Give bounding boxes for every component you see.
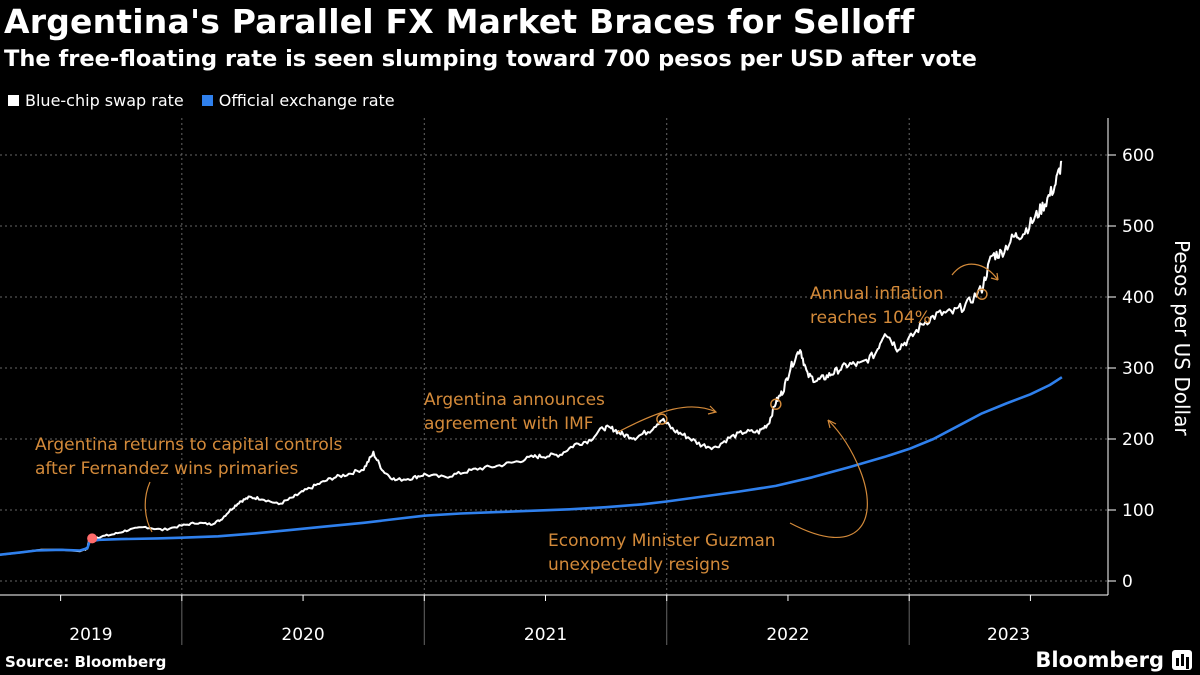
annotation-arrowhead-guzman bbox=[827, 419, 837, 429]
xtick-label-2023: 2023 bbox=[987, 625, 1030, 645]
grid bbox=[0, 118, 1108, 595]
ytick-label-300: 300 bbox=[1122, 359, 1154, 379]
legend-item-official: Official exchange rate bbox=[201, 91, 395, 110]
xtick-label-2020: 2020 bbox=[281, 625, 324, 645]
chart-subtitle: The free-floating rate is seen slumping … bbox=[4, 46, 977, 72]
event-marker-inflation bbox=[976, 288, 988, 300]
annotation-text-4: Annual inflation bbox=[810, 284, 944, 304]
legend-swatch-official bbox=[201, 95, 213, 106]
annotation-text-3: unexpectedly resigns bbox=[548, 555, 730, 575]
legend: Blue-chip swap rate Official exchange ra… bbox=[8, 91, 395, 110]
annotation-arrow-guzman bbox=[789, 419, 868, 539]
annotation-text-4: reaches 104% bbox=[810, 308, 931, 328]
event-marker-imf bbox=[656, 413, 668, 425]
annotation-arrow-imf bbox=[617, 406, 717, 433]
annotation-arrow-capital-controls bbox=[144, 481, 153, 533]
ytick-label-500: 500 bbox=[1122, 217, 1154, 237]
annotation-text-2: Argentina announces bbox=[424, 390, 605, 410]
source-note: Source: Bloomberg bbox=[5, 653, 167, 671]
xtick-label-2021: 2021 bbox=[524, 625, 567, 645]
legend-item-swap: Blue-chip swap rate bbox=[8, 91, 184, 110]
annotation-text-2: agreement with IMF bbox=[424, 414, 594, 434]
annotation-text-3: Economy Minister Guzman bbox=[548, 531, 776, 551]
event-marker-capital-controls bbox=[87, 533, 98, 544]
ytick-label-100: 100 bbox=[1122, 501, 1154, 521]
brand-logo: Bloomberg bbox=[1035, 648, 1164, 672]
bloomberg-chart-icon bbox=[1172, 650, 1192, 670]
xtick-label-2019: 2019 bbox=[69, 625, 112, 645]
ytick-label-400: 400 bbox=[1122, 288, 1154, 308]
y-axis-title: Pesos per US Dollar bbox=[1170, 240, 1194, 436]
event-marker-guzman bbox=[770, 398, 782, 410]
xtick-label-2022: 2022 bbox=[766, 625, 809, 645]
series-line-blue-chip-swap bbox=[0, 160, 1063, 556]
ytick-label-200: 200 bbox=[1122, 430, 1154, 450]
ytick-label-600: 600 bbox=[1122, 146, 1154, 166]
annotation-text-1: after Fernandez wins primaries bbox=[35, 459, 298, 479]
legend-swatch-swap bbox=[8, 95, 19, 106]
legend-label-swap: Blue-chip swap rate bbox=[25, 91, 184, 110]
ytick-label-0: 0 bbox=[1122, 572, 1133, 592]
series-group bbox=[0, 160, 1063, 556]
annotation-arrowhead-inflation bbox=[990, 272, 999, 281]
legend-label-official: Official exchange rate bbox=[218, 91, 395, 110]
annotation-arrowhead-imf bbox=[707, 405, 718, 415]
annotation-arrow-inflation bbox=[951, 263, 999, 281]
chart-title: Argentina's Parallel FX Market Braces fo… bbox=[4, 2, 915, 41]
axes: 0 100 200 300 400 500 600 Pesos per US Dollar 20… bbox=[0, 118, 1194, 645]
annotations: Argentina returns to capital controls aft… bbox=[35, 263, 999, 575]
annotation-text-1: Argentina returns to capital controls bbox=[35, 435, 342, 455]
